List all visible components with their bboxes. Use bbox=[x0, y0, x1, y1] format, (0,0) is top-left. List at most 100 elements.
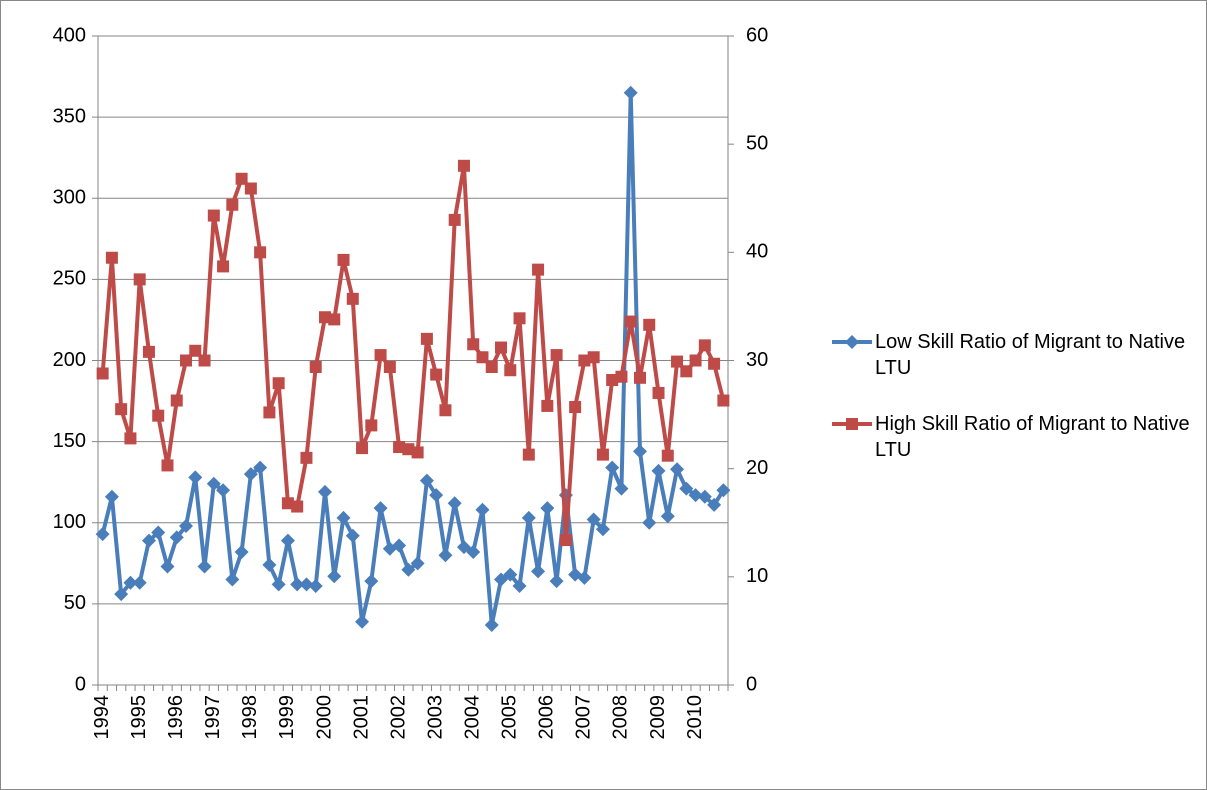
marker bbox=[401, 562, 416, 577]
marker bbox=[161, 459, 174, 472]
marker bbox=[105, 251, 118, 264]
marker bbox=[606, 373, 619, 386]
marker bbox=[392, 538, 407, 553]
marker bbox=[419, 473, 434, 488]
marker bbox=[115, 403, 128, 416]
marker bbox=[504, 364, 517, 377]
x-tick-label: 2010 bbox=[684, 695, 706, 740]
marker bbox=[263, 406, 276, 419]
x-tick-label: 2003 bbox=[424, 695, 446, 740]
marker bbox=[569, 401, 582, 414]
marker bbox=[169, 530, 184, 545]
marker bbox=[96, 367, 109, 380]
marker bbox=[717, 394, 730, 407]
marker bbox=[189, 344, 202, 357]
x-tick-label: 2000 bbox=[313, 695, 335, 740]
marker bbox=[124, 432, 137, 445]
y2-tick-label: 50 bbox=[746, 132, 768, 154]
x-tick-label: 2005 bbox=[499, 695, 521, 740]
marker bbox=[716, 483, 731, 498]
marker bbox=[95, 527, 110, 542]
marker bbox=[623, 85, 638, 100]
marker bbox=[410, 556, 425, 571]
marker bbox=[484, 617, 499, 632]
marker bbox=[549, 574, 564, 589]
marker bbox=[475, 502, 490, 517]
marker bbox=[605, 460, 620, 475]
x-tick-label: 2002 bbox=[387, 695, 409, 740]
marker bbox=[300, 451, 313, 464]
marker bbox=[689, 354, 702, 367]
marker bbox=[160, 559, 175, 574]
marker bbox=[707, 497, 722, 512]
x-tick-label: 1994 bbox=[91, 695, 113, 740]
marker bbox=[197, 559, 212, 574]
marker bbox=[476, 351, 489, 364]
marker bbox=[512, 579, 527, 594]
marker bbox=[698, 339, 711, 352]
marker bbox=[188, 470, 203, 485]
y-tick-label: 400 bbox=[53, 24, 86, 46]
y-tick-label: 0 bbox=[75, 673, 86, 695]
marker bbox=[531, 564, 546, 579]
marker bbox=[495, 341, 508, 354]
marker bbox=[503, 567, 518, 582]
marker bbox=[439, 404, 452, 417]
marker bbox=[540, 501, 555, 516]
marker bbox=[180, 354, 193, 367]
y-tick-label: 50 bbox=[64, 592, 86, 614]
y-tick-label: 100 bbox=[53, 511, 86, 533]
marker bbox=[448, 213, 461, 226]
y-tick-label: 300 bbox=[53, 187, 86, 209]
marker bbox=[522, 448, 535, 461]
marker bbox=[402, 443, 415, 456]
marker bbox=[318, 311, 331, 324]
marker bbox=[373, 501, 388, 516]
x-tick-label: 2006 bbox=[536, 695, 558, 740]
y-tick-label: 350 bbox=[53, 105, 86, 127]
marker bbox=[457, 159, 470, 172]
marker bbox=[411, 446, 424, 459]
marker bbox=[272, 377, 285, 390]
marker bbox=[513, 312, 526, 325]
marker bbox=[671, 355, 684, 368]
marker bbox=[651, 463, 666, 478]
marker bbox=[521, 510, 536, 525]
marker bbox=[123, 575, 138, 590]
marker bbox=[355, 614, 370, 629]
x-tick-label: 2009 bbox=[647, 695, 669, 740]
y2-tick-label: 0 bbox=[746, 673, 757, 695]
marker bbox=[309, 360, 322, 373]
x-tick-label: 2007 bbox=[573, 695, 595, 740]
marker bbox=[578, 354, 591, 367]
legend-marker bbox=[846, 418, 858, 430]
marker bbox=[364, 574, 379, 589]
marker bbox=[596, 448, 609, 461]
x-tick-label: 1998 bbox=[239, 695, 261, 740]
marker bbox=[660, 509, 675, 524]
marker bbox=[456, 540, 471, 555]
marker bbox=[577, 570, 592, 585]
marker bbox=[420, 332, 433, 345]
marker bbox=[217, 260, 230, 273]
marker bbox=[290, 577, 305, 592]
x-tick-label: 2004 bbox=[462, 695, 484, 740]
y2-tick-label: 60 bbox=[746, 24, 768, 46]
marker bbox=[587, 351, 600, 364]
x-tick-label: 1996 bbox=[165, 695, 187, 740]
marker bbox=[133, 273, 146, 286]
marker bbox=[244, 182, 257, 195]
marker bbox=[494, 572, 509, 587]
marker bbox=[393, 441, 406, 454]
marker bbox=[642, 515, 657, 530]
marker bbox=[328, 313, 341, 326]
marker bbox=[243, 467, 258, 482]
marker bbox=[291, 500, 304, 513]
x-tick-label: 1997 bbox=[202, 695, 224, 740]
marker bbox=[624, 315, 637, 328]
marker bbox=[142, 345, 155, 358]
legend-marker bbox=[845, 335, 859, 349]
marker bbox=[132, 575, 147, 590]
marker bbox=[216, 483, 231, 498]
